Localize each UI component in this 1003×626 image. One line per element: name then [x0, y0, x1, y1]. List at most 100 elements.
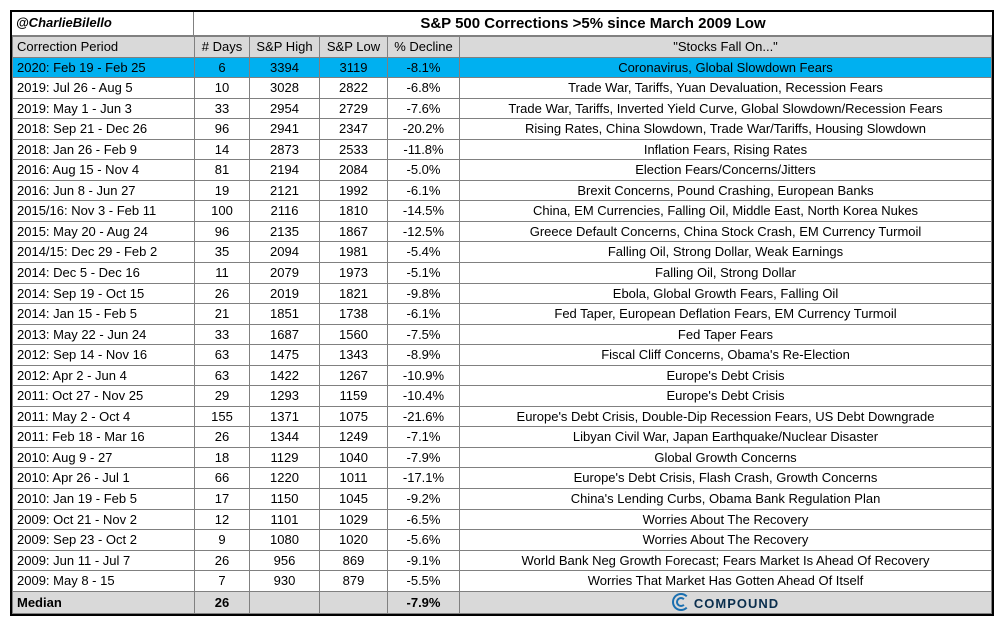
cell-decline: -21.6%: [388, 406, 460, 427]
cell-decline: -9.2%: [388, 489, 460, 510]
table-row: 2015/16: Nov 3 - Feb 1110021161810-14.5%…: [13, 201, 992, 222]
cell-low: 1075: [320, 406, 388, 427]
cell-high: 3028: [250, 78, 320, 99]
compound-logo-text: COMPOUND: [694, 596, 779, 611]
cell-high: 2135: [250, 221, 320, 242]
cell-high: 3394: [250, 57, 320, 78]
cell-period: 2009: Jun 11 - Jul 7: [13, 550, 195, 571]
table-row: 2014: Dec 5 - Dec 161120791973-5.1%Falli…: [13, 263, 992, 284]
cell-period: 2019: May 1 - Jun 3: [13, 98, 195, 119]
table-row: 2010: Apr 26 - Jul 16612201011-17.1%Euro…: [13, 468, 992, 489]
table-row: 2018: Sep 21 - Dec 269629412347-20.2%Ris…: [13, 119, 992, 140]
cell-period: 2009: Sep 23 - Oct 2: [13, 530, 195, 551]
cell-decline: -6.1%: [388, 304, 460, 325]
cell-low: 1029: [320, 509, 388, 530]
cell-low: 1020: [320, 530, 388, 551]
cell-low: 1249: [320, 427, 388, 448]
cell-days: 33: [195, 324, 250, 345]
cell-low: 3119: [320, 57, 388, 78]
cell-decline: -12.5%: [388, 221, 460, 242]
cell-reason: Worries That Market Has Gotten Ahead Of …: [460, 571, 992, 592]
cell-period: 2014: Jan 15 - Feb 5: [13, 304, 195, 325]
cell-low: 1045: [320, 489, 388, 510]
cell-days: 12: [195, 509, 250, 530]
cell-days: 100: [195, 201, 250, 222]
cell-reason: Europe's Debt Crisis, Double-Dip Recessi…: [460, 406, 992, 427]
cell-low: 1981: [320, 242, 388, 263]
cell-decline: -9.8%: [388, 283, 460, 304]
table-row: 2012: Apr 2 - Jun 46314221267-10.9%Europ…: [13, 365, 992, 386]
cell-low: 2084: [320, 160, 388, 181]
cell-decline: -7.5%: [388, 324, 460, 345]
cell-decline: -6.1%: [388, 180, 460, 201]
table-row: 2013: May 22 - Jun 243316871560-7.5%Fed …: [13, 324, 992, 345]
cell-days: 35: [195, 242, 250, 263]
cell-period: 2011: Oct 27 - Nov 25: [13, 386, 195, 407]
cell-period: 2012: Apr 2 - Jun 4: [13, 365, 195, 386]
cell-period: 2018: Sep 21 - Dec 26: [13, 119, 195, 140]
cell-days: 29: [195, 386, 250, 407]
cell-days: 7: [195, 571, 250, 592]
cell-high: 956: [250, 550, 320, 571]
cell-high: 2954: [250, 98, 320, 119]
cell-period: 2010: Aug 9 - 27: [13, 447, 195, 468]
cell-low: 869: [320, 550, 388, 571]
cell-high: 1150: [250, 489, 320, 510]
cell-reason: Election Fears/Concerns/Jitters: [460, 160, 992, 181]
cell-low: 2347: [320, 119, 388, 140]
cell-decline: -10.9%: [388, 365, 460, 386]
cell-low: 1159: [320, 386, 388, 407]
cell-days: 21: [195, 304, 250, 325]
cell-reason: Falling Oil, Strong Dollar, Weak Earning…: [460, 242, 992, 263]
cell-period: 2009: May 8 - 15: [13, 571, 195, 592]
cell-decline: -17.1%: [388, 468, 460, 489]
cell-low: 879: [320, 571, 388, 592]
cell-high: 1344: [250, 427, 320, 448]
cell-reason: China, EM Currencies, Falling Oil, Middl…: [460, 201, 992, 222]
table-title: S&P 500 Corrections >5% since March 2009…: [194, 12, 992, 35]
cell-reason: Fed Taper, European Deflation Fears, EM …: [460, 304, 992, 325]
cell-period: 2011: May 2 - Oct 4: [13, 406, 195, 427]
col-reason: "Stocks Fall On...": [460, 37, 992, 58]
table-row: 2014: Jan 15 - Feb 52118511738-6.1%Fed T…: [13, 304, 992, 325]
cell-period: 2012: Sep 14 - Nov 16: [13, 345, 195, 366]
table-row: 2019: Jul 26 - Aug 51030282822-6.8%Trade…: [13, 78, 992, 99]
cell-days: 17: [195, 489, 250, 510]
cell-decline: -6.5%: [388, 509, 460, 530]
cell-high: 1851: [250, 304, 320, 325]
cell-reason: Falling Oil, Strong Dollar: [460, 263, 992, 284]
cell-days: 66: [195, 468, 250, 489]
cell-days: 96: [195, 119, 250, 140]
cell-period: 2015: May 20 - Aug 24: [13, 221, 195, 242]
credit-handle: @CharlieBilello: [12, 12, 194, 35]
cell-high: 1129: [250, 447, 320, 468]
cell-reason: World Bank Neg Growth Forecast; Fears Ma…: [460, 550, 992, 571]
median-high: [250, 591, 320, 614]
table-row: 2009: May 8 - 157930879-5.5%Worries That…: [13, 571, 992, 592]
cell-decline: -7.1%: [388, 427, 460, 448]
table-row: 2020: Feb 19 - Feb 25633943119-8.1%Coron…: [13, 57, 992, 78]
cell-high: 1293: [250, 386, 320, 407]
table-header: Correction Period # Days S&P High S&P Lo…: [13, 37, 992, 58]
cell-high: 2116: [250, 201, 320, 222]
cell-decline: -5.4%: [388, 242, 460, 263]
cell-reason: Ebola, Global Growth Fears, Falling Oil: [460, 283, 992, 304]
cell-period: 2014: Dec 5 - Dec 16: [13, 263, 195, 284]
table-row: 2014: Sep 19 - Oct 152620191821-9.8%Ebol…: [13, 283, 992, 304]
cell-high: 2941: [250, 119, 320, 140]
cell-days: 26: [195, 550, 250, 571]
cell-reason: Worries About The Recovery: [460, 530, 992, 551]
cell-reason: Brexit Concerns, Pound Crashing, Europea…: [460, 180, 992, 201]
cell-days: 11: [195, 263, 250, 284]
cell-days: 14: [195, 139, 250, 160]
cell-low: 1973: [320, 263, 388, 284]
cell-low: 1267: [320, 365, 388, 386]
cell-decline: -8.1%: [388, 57, 460, 78]
cell-low: 2729: [320, 98, 388, 119]
cell-high: 1101: [250, 509, 320, 530]
table-row: 2012: Sep 14 - Nov 166314751343-8.9%Fisc…: [13, 345, 992, 366]
table-row: 2011: Oct 27 - Nov 252912931159-10.4%Eur…: [13, 386, 992, 407]
cell-days: 9: [195, 530, 250, 551]
cell-period: 2011: Feb 18 - Mar 16: [13, 427, 195, 448]
cell-reason: Europe's Debt Crisis, Flash Crash, Growt…: [460, 468, 992, 489]
